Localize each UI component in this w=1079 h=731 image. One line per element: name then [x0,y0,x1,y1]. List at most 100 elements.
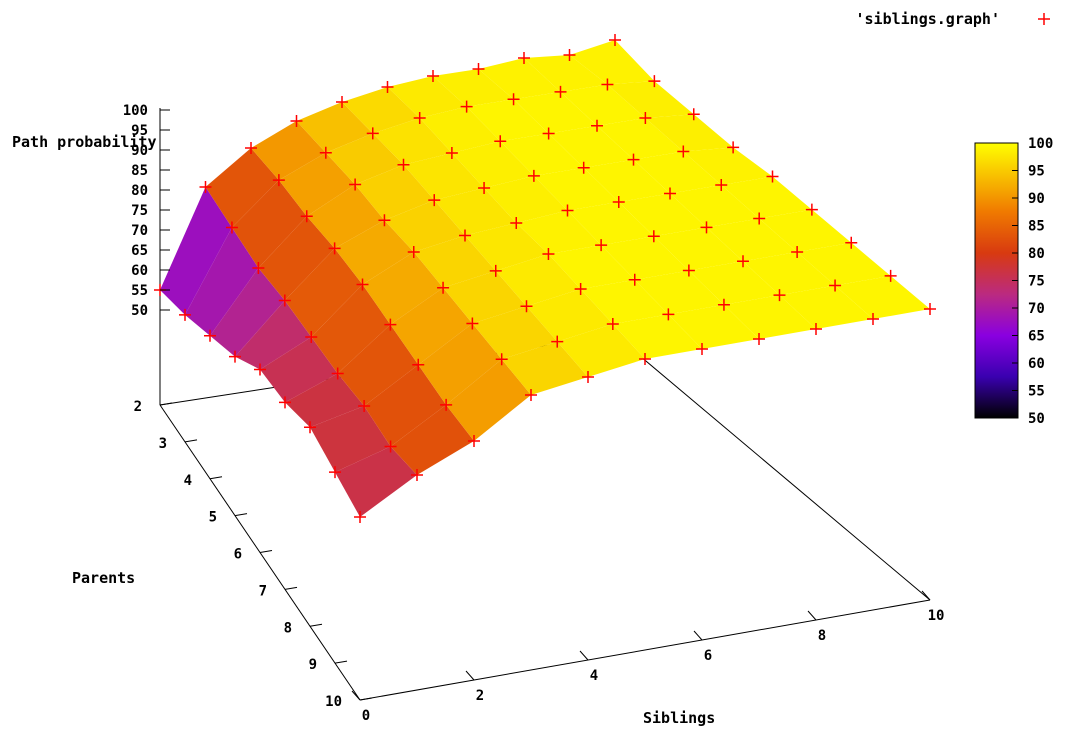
data-point [272,174,285,187]
z-tick-label: 80 [131,183,148,199]
z-tick-label: 70 [131,223,148,239]
surface-cell [601,236,689,280]
surface-cell [284,248,363,337]
siblings-tick [465,670,475,681]
palette-tick-labels: 100 95 90 85 80 75 70 65 60 55 50 [1012,136,1053,427]
data-points [154,34,936,523]
y-axis-label: Parents [72,569,135,587]
legend-label: 'siblings.graph' [856,10,1001,28]
surface-cell [413,235,496,288]
data-point [867,313,879,325]
data-point [305,331,318,343]
data-point [245,142,257,154]
surface-cell [526,289,613,342]
data-point [412,358,425,371]
data-point [647,230,660,243]
siblings-tick [351,690,361,701]
surface-cell [779,285,873,329]
data-point [358,400,371,412]
surface-cell [484,175,568,223]
palette-tick-label: 55 [1028,384,1045,400]
z-tick-label: 75 [131,203,148,219]
surface-cell [557,324,645,377]
data-point [717,298,730,311]
data-point [542,248,555,260]
surface-cell [160,187,232,315]
data-point [278,294,291,307]
surface-cell [258,216,335,301]
surface-cell [580,279,669,324]
parents-tick [334,660,348,664]
surface-cell [548,245,635,289]
siblings-tick-label: 4 [590,668,598,684]
surface-cell [205,148,279,228]
data-point [495,353,508,366]
palette-tick-label: 90 [1028,191,1045,207]
axis-ticks [159,109,931,701]
data-point [279,396,291,409]
palette-tick-label: 70 [1028,301,1045,317]
data-point [510,217,523,229]
parents-tick-label: 3 [159,436,167,452]
z-tick-label: 65 [131,243,148,259]
surface-cell [451,141,534,188]
surface-cell [743,252,836,296]
palette-tick-label: 75 [1028,274,1045,290]
data-point [791,246,804,258]
surface-cell [419,106,501,153]
surface-cell [325,133,404,185]
surface-cell [560,84,646,126]
surface-cell [670,185,760,228]
data-point [331,367,344,380]
data-point [627,153,640,166]
data-point [662,308,675,321]
data-point [468,435,480,447]
z-tick-label: 95 [131,123,148,139]
siblings-tick [579,650,589,661]
parents-tick-label: 10 [325,694,342,710]
data-point [378,214,391,227]
surface-cell [645,114,734,152]
data-point [518,52,530,64]
data-point [551,335,564,348]
data-point [577,161,590,174]
data-point [199,181,212,193]
z-tick-label: 55 [131,283,148,299]
surface-cell [231,180,307,268]
surface-cell [278,152,356,217]
data-point [525,389,537,401]
data-point [753,333,765,345]
surface-cell [835,275,930,319]
surface-cell [612,314,702,359]
surface-cell [524,55,608,92]
surface-cell [721,176,812,219]
data-point [349,178,362,191]
surface-cell [342,87,420,134]
data-point [574,283,587,295]
surface-cell [296,102,373,153]
data-point [336,96,348,108]
data-point [494,135,507,148]
data-point [407,246,420,258]
data-point [677,145,690,158]
parents-tick-label: 7 [259,583,267,599]
data-point [428,194,441,207]
data-point [829,279,842,292]
data-point [563,49,576,61]
data-point [561,204,574,217]
data-point [664,187,676,200]
surface-cell [633,151,722,194]
siblings-tick [921,590,931,601]
legend: 'siblings.graph' [856,10,1050,28]
data-point [766,170,779,183]
data-point [413,112,426,124]
data-point [319,146,332,159]
data-point [427,70,439,82]
data-point [682,264,695,277]
surface-cell [797,242,891,286]
right-axis-line [614,334,931,601]
data-point [805,203,818,216]
surface-cell [446,359,531,441]
siblings-axis-line [359,599,931,701]
surface-cell [634,270,724,315]
